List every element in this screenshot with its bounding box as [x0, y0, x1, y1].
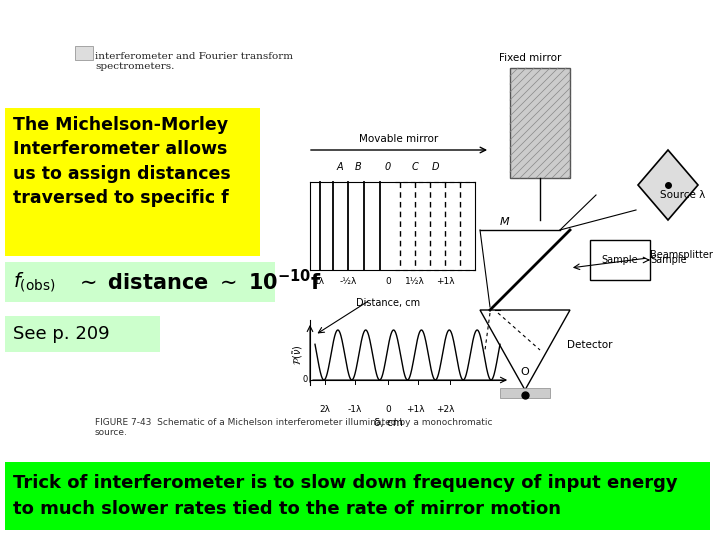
Text: 0: 0 — [385, 405, 391, 414]
Text: Distance, cm: Distance, cm — [356, 298, 420, 308]
Text: C: C — [412, 162, 418, 172]
Text: Movable mirror: Movable mirror — [359, 134, 438, 144]
Text: Detector: Detector — [567, 340, 613, 350]
Text: Sample: Sample — [602, 255, 639, 265]
Bar — [500, 388, 550, 398]
Polygon shape — [480, 310, 570, 390]
Text: B: B — [355, 162, 361, 172]
Text: 0: 0 — [385, 162, 391, 172]
Text: $\mathcal{P}(\tilde{\nu})$: $\mathcal{P}(\tilde{\nu})$ — [291, 345, 305, 366]
Text: D: D — [431, 162, 438, 172]
Text: 2λ: 2λ — [320, 405, 330, 414]
Text: interferometer and Fourier transform
spectrometers.: interferometer and Fourier transform spe… — [95, 52, 293, 71]
Text: Source λ: Source λ — [660, 190, 706, 200]
Bar — [590, 240, 650, 280]
Bar — [5, 316, 160, 352]
Text: Fixed mirror: Fixed mirror — [499, 53, 561, 63]
Text: FIGURE 7-43  Schematic of a Michelson interferometer illuminated by a monochroma: FIGURE 7-43 Schematic of a Michelson int… — [95, 418, 492, 437]
Text: δ, cm: δ, cm — [374, 418, 402, 428]
Text: The Michelson-Morley
Interferometer allows
us to assign distances
traversed to s: The Michelson-Morley Interferometer allo… — [13, 116, 230, 207]
Bar — [75, 46, 93, 60]
Text: $\sim$ distance $\sim$ $\mathbf{10^{-10}f}$: $\sim$ distance $\sim$ $\mathbf{10^{-10}… — [75, 269, 322, 295]
Text: $f_{\mathsf{(obs)}}$: $f_{\mathsf{(obs)}}$ — [13, 271, 55, 294]
Polygon shape — [638, 150, 698, 220]
Text: A: A — [337, 162, 343, 172]
Bar — [5, 108, 260, 256]
Text: O: O — [521, 367, 529, 377]
Bar — [5, 462, 710, 530]
Text: -½λ: -½λ — [339, 277, 356, 286]
Text: +1λ: +1λ — [405, 405, 424, 414]
Text: 1½λ: 1½λ — [405, 277, 425, 286]
Text: +1λ: +1λ — [436, 277, 454, 286]
Text: Sample: Sample — [650, 255, 687, 265]
Text: See p. 209: See p. 209 — [13, 325, 109, 343]
Text: Beamsplitter: Beamsplitter — [650, 250, 713, 260]
Text: 1λ: 1λ — [315, 277, 325, 286]
Text: 0: 0 — [385, 277, 391, 286]
Text: -1λ: -1λ — [348, 405, 362, 414]
Text: Trick of interferometer is to slow down frequency of input energy
to much slower: Trick of interferometer is to slow down … — [13, 475, 678, 517]
Bar — [5, 262, 275, 302]
Bar — [510, 68, 570, 178]
Text: M: M — [500, 217, 510, 227]
Text: 0: 0 — [302, 375, 308, 384]
Text: +2λ: +2λ — [436, 405, 454, 414]
